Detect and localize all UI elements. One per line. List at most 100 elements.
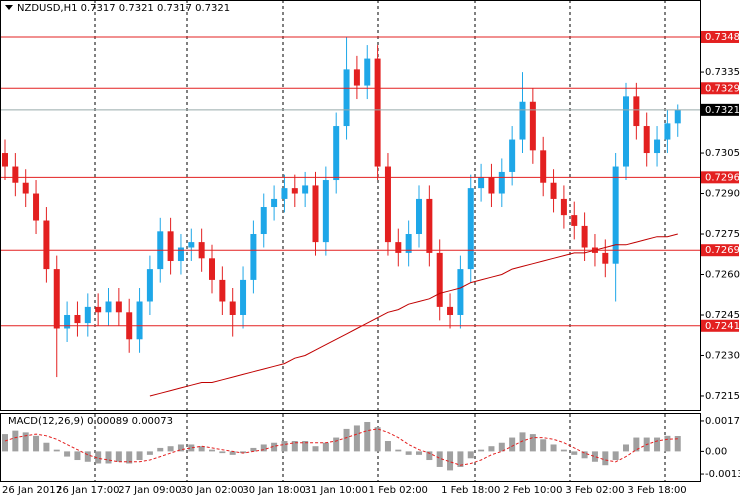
candle-body — [654, 139, 661, 154]
macd-bar — [157, 447, 164, 452]
candle-body — [229, 301, 236, 315]
macd-bar — [384, 441, 391, 452]
macd-bar — [571, 451, 578, 455]
macd-bar — [509, 437, 516, 452]
x-tick-label: 3 Feb 02:00 — [565, 485, 624, 496]
candle-body — [612, 166, 619, 264]
candle-body — [478, 177, 485, 189]
macd-bar — [12, 430, 19, 452]
candle-body — [623, 96, 629, 167]
candle-body — [95, 306, 102, 313]
macd-bar — [95, 451, 102, 464]
y-tick-label: 0.7215 — [705, 391, 740, 402]
y-tick-label: 0.7335 — [705, 67, 740, 78]
macd-bar — [426, 451, 433, 461]
candle-body — [84, 306, 91, 324]
macd-bar — [291, 441, 298, 452]
x-tick-label: 30 Jan 02:00 — [180, 485, 243, 496]
candle-body — [260, 207, 267, 235]
candle-body — [115, 301, 122, 313]
candle-body — [2, 153, 8, 167]
candle-body — [322, 180, 329, 243]
macd-bar — [405, 451, 412, 455]
macd-bar — [664, 435, 671, 452]
macd-bar — [115, 451, 122, 462]
candle-body — [581, 225, 588, 248]
level-label: 0.7348 — [705, 32, 740, 43]
macd-bar — [22, 432, 29, 452]
macd-bar — [374, 427, 381, 452]
bid-label-box — [701, 103, 739, 116]
macd-bar — [167, 446, 174, 452]
macd-bar — [146, 451, 153, 455]
candle-body — [240, 279, 247, 315]
y-tick-label: 0.7230 — [705, 350, 740, 361]
x-tick-label: 31 Jan 10:00 — [305, 485, 368, 496]
candle-body — [426, 198, 433, 253]
macd-bar — [333, 437, 340, 452]
macd-bar — [612, 451, 619, 461]
macd-bar — [560, 449, 567, 452]
x-tick-label: 30 Jan 18:00 — [242, 485, 305, 496]
candle-body — [74, 314, 81, 324]
macd-bar — [74, 451, 81, 461]
macd-bar — [602, 451, 609, 466]
candle-body — [602, 252, 609, 264]
y-tick-label: 0.00 — [705, 446, 727, 457]
candle-body — [674, 109, 681, 124]
level-label-box — [701, 30, 739, 43]
candle-body — [405, 234, 412, 253]
candle-body — [43, 220, 50, 270]
candle-body — [271, 198, 278, 208]
macd-bar — [105, 451, 112, 464]
candle-body — [22, 182, 29, 194]
y-tick-label: 0.7245 — [705, 310, 740, 321]
macd-bar — [395, 449, 402, 452]
candle-body — [509, 139, 516, 172]
macd-bar — [364, 421, 371, 452]
candle-body — [219, 279, 226, 302]
candle-body — [384, 166, 391, 243]
level-label-box — [701, 319, 739, 332]
x-tick-label: 26 Jan 2017 — [2, 485, 62, 496]
x-tick-label: 3 Feb 18:00 — [627, 485, 686, 496]
macd-bar — [322, 442, 329, 452]
macd-bar — [540, 439, 547, 452]
level-label-box — [701, 244, 739, 257]
macd-bar — [353, 425, 360, 452]
candle-body — [633, 96, 640, 127]
macd-bar — [271, 442, 278, 452]
bid-label: 0.7321 — [705, 105, 740, 116]
y-tick-label: -0.00131 — [705, 469, 740, 480]
macd-bar — [478, 449, 485, 452]
candle-body — [177, 247, 184, 262]
macd-bar — [84, 451, 91, 462]
macd-bar — [33, 435, 40, 452]
macd-bar — [654, 437, 661, 452]
candle-body — [560, 198, 567, 216]
candle-body — [53, 269, 60, 329]
candle-body — [540, 150, 547, 183]
x-tick-label: 27 Jan 09:00 — [118, 485, 181, 496]
candle-body — [550, 182, 557, 199]
candle-body — [105, 301, 112, 313]
moving-average — [149, 233, 678, 397]
macd-bar — [312, 446, 319, 452]
macd-bar — [633, 437, 640, 452]
macd-bar — [43, 442, 50, 452]
level-label: 0.7241 — [705, 321, 740, 332]
x-tick-label: 2 Feb 10:00 — [503, 485, 562, 496]
candle-body — [519, 101, 526, 140]
macd-bar — [53, 449, 60, 452]
candle-body — [250, 234, 257, 280]
macd-bar — [250, 447, 257, 452]
candle-body — [488, 177, 495, 194]
candle-body — [146, 269, 153, 302]
candle-body — [447, 306, 454, 315]
macd-panel-border — [0, 413, 701, 482]
macd-bar — [188, 444, 195, 452]
candle-body — [498, 171, 505, 194]
macd-bar — [209, 449, 215, 452]
candle-body — [571, 215, 578, 226]
candle-body — [302, 185, 309, 194]
